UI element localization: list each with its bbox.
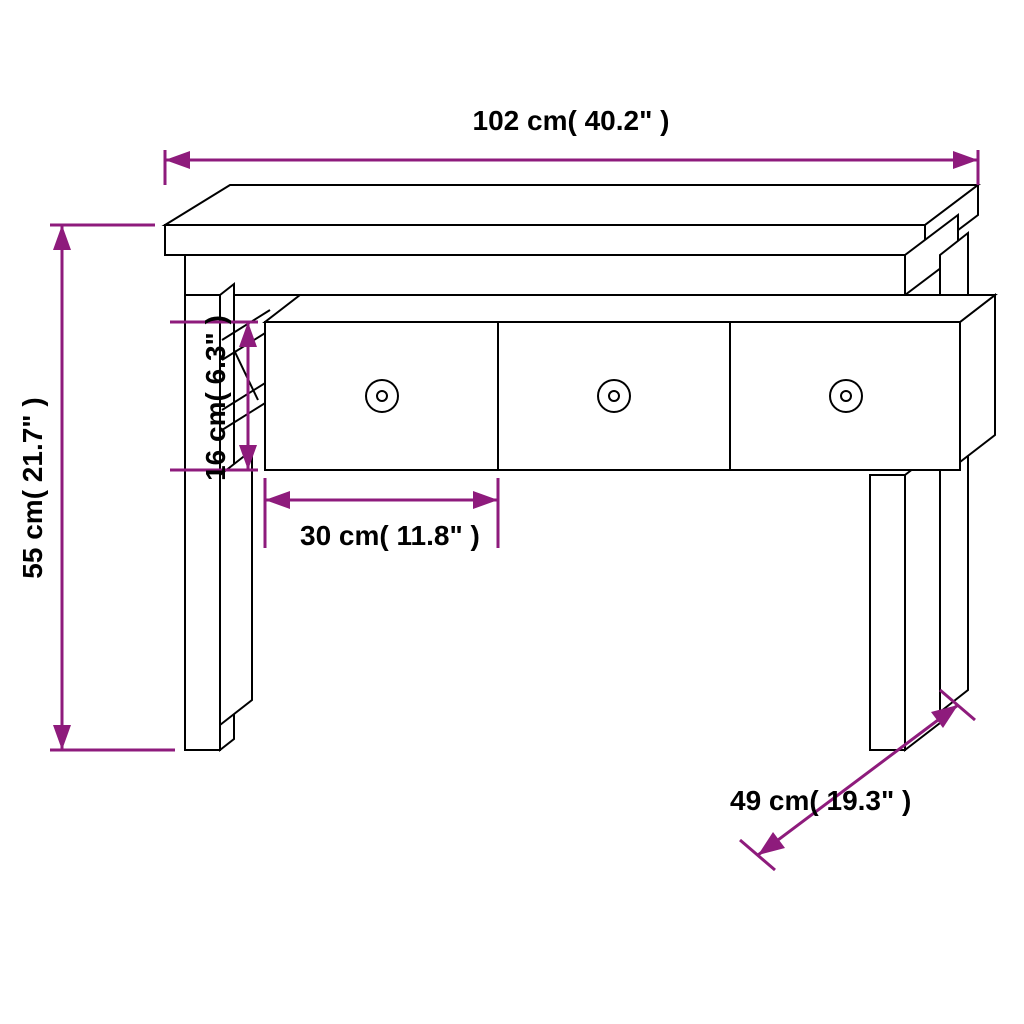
- technical-diagram: 102 cm( 40.2" ) 55 cm( 21.7" ) 16 cm( 6.…: [0, 0, 1024, 1024]
- dim-height: 55 cm( 21.7" ): [17, 225, 175, 750]
- dim-drawer-width-label: 30 cm( 11.8" ): [300, 520, 480, 551]
- drawer-knob: [366, 380, 398, 412]
- dim-drawer-height: 16 cm( 6.3" ): [170, 315, 258, 481]
- dim-drawer-width: 30 cm( 11.8" ): [265, 478, 498, 551]
- dim-drawer-height-label: 16 cm( 6.3" ): [200, 315, 231, 481]
- dim-width-label: 102 cm( 40.2" ): [473, 105, 670, 136]
- dim-depth-label: 49 cm( 19.3" ): [730, 785, 911, 816]
- dim-depth: 49 cm( 19.3" ): [730, 690, 975, 870]
- drawer-knob: [830, 380, 862, 412]
- dim-width: 102 cm( 40.2" ): [165, 105, 978, 185]
- coffee-table: [165, 185, 995, 750]
- dim-height-label: 55 cm( 21.7" ): [17, 397, 48, 578]
- drawer-knob: [598, 380, 630, 412]
